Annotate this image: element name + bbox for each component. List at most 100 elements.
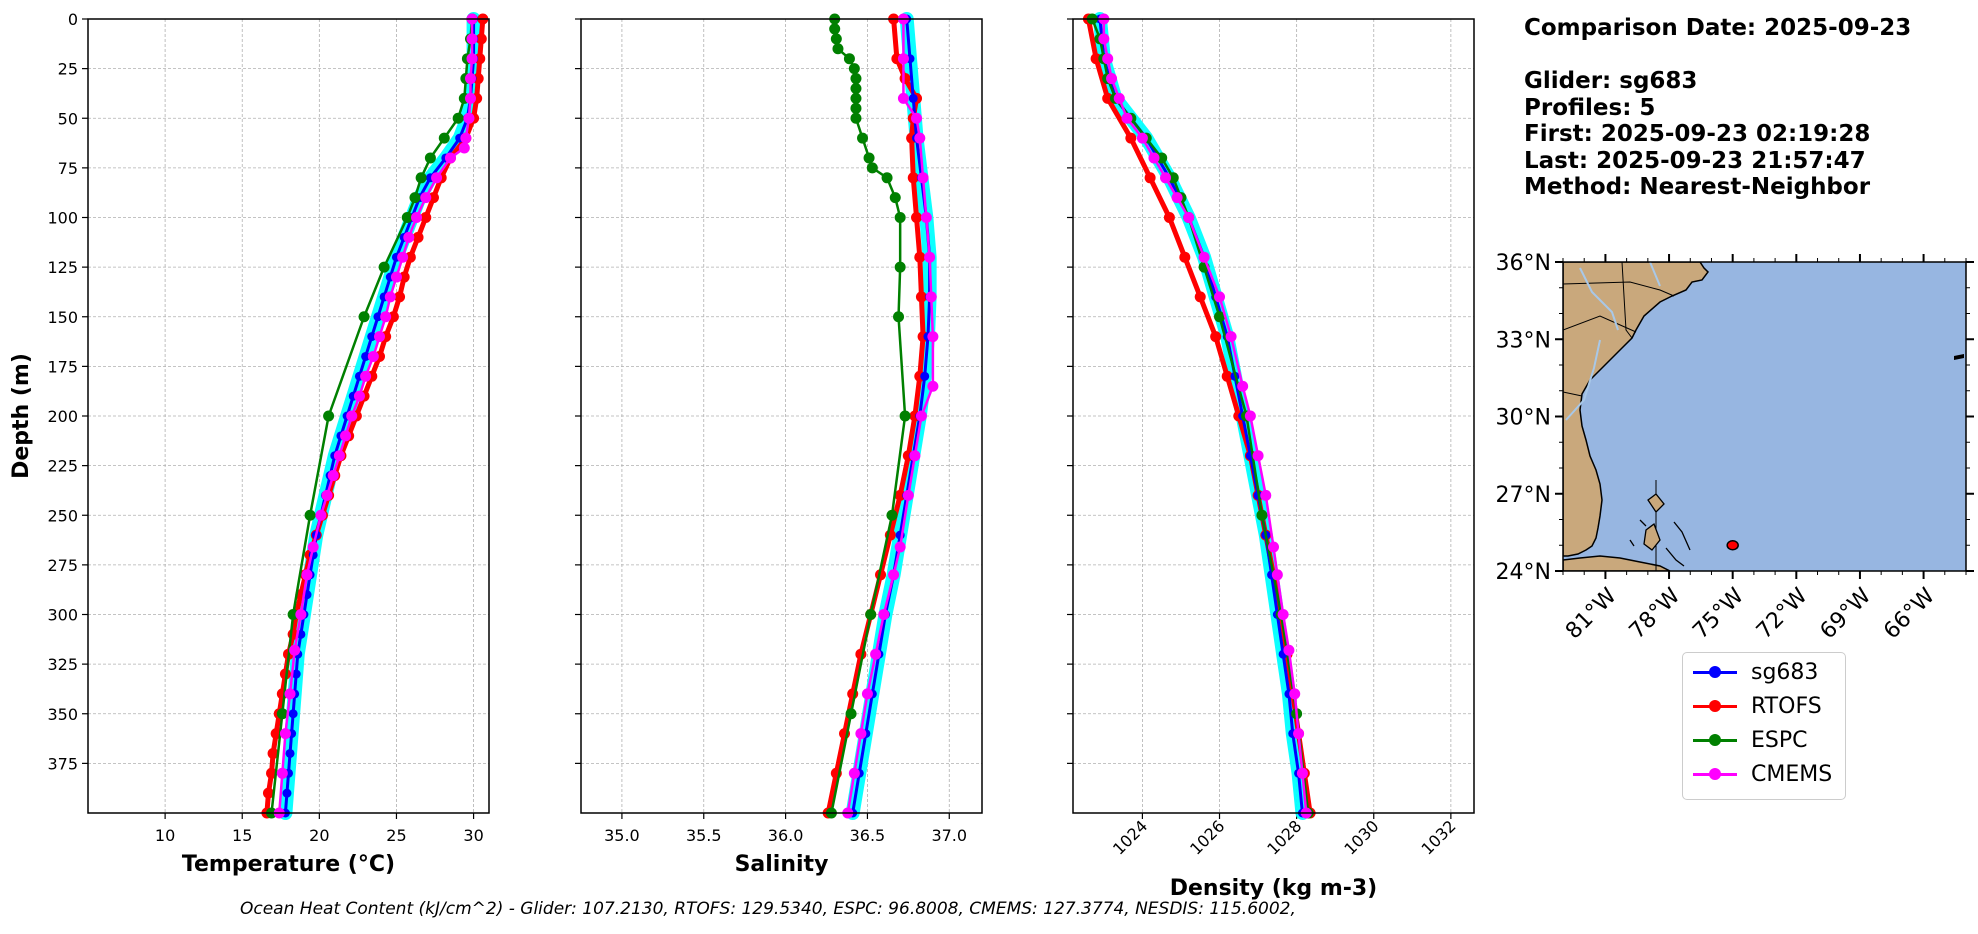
legend: sg683 RTOFS ESPC CMEMS [1682, 652, 1846, 800]
data-point-cmems [878, 609, 890, 620]
data-point-cmems [1183, 212, 1195, 223]
data-point-cmems [1121, 112, 1133, 124]
data-point-rtofs [1144, 172, 1156, 184]
axes-frame [1072, 18, 1475, 814]
data-point-cmems [315, 509, 327, 521]
map-panel: 24°N 27°N 30°N 33°N 36°N 81°W 78°W 75°W 72°W 69°W… [1496, 251, 1974, 644]
data-point-rtofs [404, 251, 416, 263]
data-point-cmems [360, 370, 372, 382]
data-point-rtofs [427, 192, 439, 204]
data-point-cmems [917, 172, 929, 184]
data-point-cmems [1244, 410, 1256, 422]
x-tick-label: 35.5 [686, 826, 722, 845]
data-point-cmems [1102, 53, 1114, 65]
data-point-cmems [1171, 192, 1183, 204]
data-point-cmems [340, 430, 352, 442]
data-point-cmems [353, 390, 365, 402]
temperature-panel: 0 25 50 75 100 125 150 175 200 225 250 275 300 325 350… [9, 10, 490, 877]
data-point-rtofs [915, 291, 927, 303]
x-axis-label: Temperature (°C) [182, 852, 395, 877]
map-river-1 [1579, 267, 1619, 331]
data-point-cmems [914, 132, 926, 144]
data-point-espc [850, 82, 862, 94]
legend-label: RTOFS [1751, 693, 1822, 719]
map-river-2 [1565, 339, 1601, 421]
y-tick-label: 275 [47, 556, 78, 575]
data-point-espc [378, 261, 390, 273]
map-lat-label: 24°N [1496, 560, 1551, 585]
map-lon-label: 81°W [1561, 583, 1622, 644]
data-point-rtofs [899, 73, 911, 85]
data-point-sg683 [908, 93, 918, 103]
data-point-cmems [1198, 251, 1210, 263]
legend-item-cmems: CMEMS [1693, 760, 1832, 788]
data-point-cmems [397, 251, 409, 263]
data-point-cmems [301, 569, 313, 581]
data-point-cmems [911, 112, 923, 124]
map-state-border-1 [1563, 281, 1675, 297]
data-point-cmems [1214, 291, 1226, 303]
data-point-rtofs [387, 311, 399, 323]
data-point-cmems [1113, 92, 1125, 104]
data-point-cmems [1271, 569, 1283, 581]
y-axis-label: Depth (m) [9, 353, 34, 479]
data-point-sg683 [288, 709, 298, 719]
data-point-cmems [307, 541, 319, 553]
data-point-cmems [1148, 152, 1160, 164]
map-island-abaco [1647, 493, 1665, 514]
data-point-cmems [902, 489, 914, 501]
y-tick-label: 50 [58, 109, 78, 128]
data-point-rtofs [267, 747, 279, 759]
y-tick-label: 150 [47, 308, 78, 327]
map-island-exuma [1665, 547, 1685, 567]
legend-swatch-cmems [1693, 767, 1737, 780]
data-point-cmems [466, 53, 478, 65]
y-tick-label: 300 [47, 606, 78, 625]
y-tick-label: 100 [47, 209, 78, 228]
map-lat-label: 33°N [1496, 328, 1551, 353]
data-point-cmems [924, 251, 936, 263]
data-point-espc [276, 708, 288, 720]
map-state-border-3 [1563, 391, 1583, 397]
data-point-espc [358, 311, 370, 323]
data-point-rtofs [907, 172, 919, 184]
x-tick-label: 1024 [1109, 816, 1151, 858]
y-tick-label: 250 [47, 506, 78, 525]
series-line-cmems [846, 19, 935, 814]
map-lon-label: 66°W [1879, 583, 1940, 644]
data-point-espc [1167, 172, 1179, 184]
data-point-espc [830, 33, 842, 45]
data-point-espc [894, 212, 906, 223]
data-point-cmems [289, 644, 301, 656]
data-point-cmems [295, 609, 307, 620]
y-tick-label: 125 [47, 258, 78, 277]
data-point-rtofs [420, 212, 432, 223]
x-tick-label: 35.0 [604, 826, 640, 845]
first-profile-text: First: 2025-09-23 02:19:28 [1524, 121, 1871, 147]
legend-swatch-espc [1693, 733, 1737, 746]
data-point-rtofs [1194, 291, 1206, 303]
data-point-espc [304, 509, 316, 521]
data-point-cmems [466, 33, 478, 45]
legend-label: sg683 [1751, 659, 1819, 685]
data-point-rtofs [1221, 370, 1233, 382]
data-point-sg683 [373, 312, 383, 322]
data-point-rtofs [1163, 212, 1175, 223]
legend-label: CMEMS [1751, 761, 1833, 787]
data-point-cmems [333, 450, 345, 462]
data-point-cmems [909, 450, 921, 462]
data-point-cmems [1260, 489, 1272, 501]
x-tick-label: 30 [463, 826, 483, 845]
x-tick-label: 37.0 [931, 826, 967, 845]
data-point-espc [865, 609, 877, 620]
y-tick-label: 225 [47, 457, 78, 476]
map-land-cuba [1563, 555, 1671, 571]
map-lat-label: 30°N [1496, 406, 1551, 431]
data-point-cmems [276, 767, 288, 779]
data-point-cmems [1106, 73, 1118, 85]
data-point-cmems [888, 569, 900, 581]
data-point-cmems [927, 331, 939, 343]
data-point-espc [832, 43, 844, 55]
data-point-cmems [1289, 688, 1301, 700]
axes-frame [580, 18, 983, 814]
